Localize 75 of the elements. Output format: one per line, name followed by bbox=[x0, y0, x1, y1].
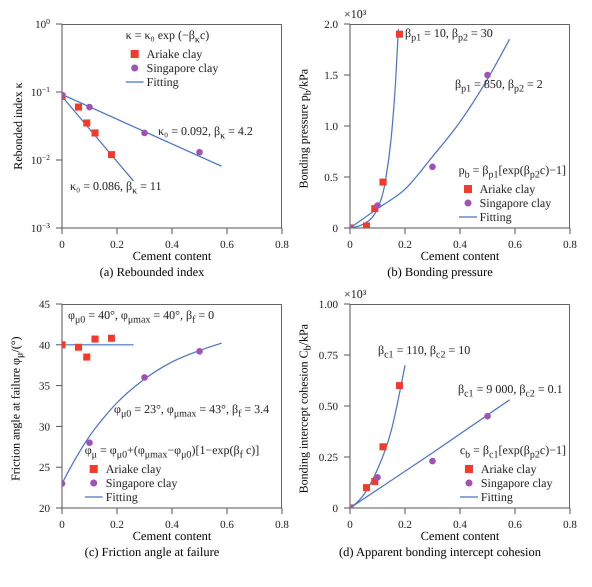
x-tick-label: 0.8 bbox=[563, 239, 578, 251]
y-tick-label: 10$^{−2}$ bbox=[30, 152, 50, 167]
y-tick-label: 10$^{0}$ bbox=[35, 16, 50, 31]
text: (a) Rebounded index bbox=[98, 265, 206, 280]
y-tick-label: 25 bbox=[39, 462, 50, 474]
x-tick-label: 0.6 bbox=[508, 519, 522, 531]
y-tick-label: 10$^{−1}$ bbox=[30, 84, 50, 99]
legend-label: Singapore clay bbox=[480, 196, 552, 210]
legend-label: Ariake clay bbox=[106, 462, 162, 476]
y-tick-label: 35 bbox=[39, 380, 50, 393]
annotation: β$_{p1}$ = 10, β$_{p2}$ = 30 bbox=[405, 26, 493, 44]
x-tick-label: 0.6 bbox=[220, 519, 234, 531]
x-tick-label: 0 bbox=[347, 239, 354, 251]
x-axis-title: Cement content bbox=[420, 529, 500, 543]
x-tick-label: 0 bbox=[59, 239, 66, 251]
x-tick-label: 0.8 bbox=[275, 239, 290, 251]
text: (b) Bonding pressure bbox=[386, 265, 494, 280]
x-tick-label: 0.4 bbox=[165, 519, 180, 531]
legend-label: Ariake clay bbox=[480, 462, 536, 476]
legend-label: Fitting bbox=[480, 490, 513, 504]
text: (d) Apparent bonding intercept cohesion bbox=[338, 545, 542, 560]
y-tick-label: 0.75 bbox=[318, 350, 338, 362]
legend-label: Ariake clay bbox=[480, 182, 536, 196]
legend-label: Singapore clay bbox=[146, 61, 218, 76]
text: ×10³ bbox=[344, 7, 366, 22]
y-tick-label: 2.0 bbox=[324, 19, 338, 31]
legend-label: Singapore clay bbox=[106, 476, 178, 490]
annotation: φ$_{μ0}$ = 23°, φ$_{μmax}$ = 43°, β$_{f}$ = 3.4 bbox=[114, 402, 270, 420]
x-tick-label: 0.4 bbox=[453, 519, 468, 531]
x-tick-label: 0.6 bbox=[508, 239, 522, 251]
y-tick-label: 0 bbox=[332, 223, 338, 235]
annotation: c$_{b}$ = β$_{c1}$[exp(β$_{p2}$c)−1] bbox=[460, 442, 566, 462]
annotation: β$_{c1}$ = 9 000, β$_{c2}$ = 0.1 bbox=[458, 382, 563, 400]
y-axis-title: Rebonded index κ bbox=[10, 81, 26, 172]
y-tick-label: 40 bbox=[39, 340, 50, 352]
x-axis-title: Cement content bbox=[132, 529, 212, 543]
x-axis-title: Cement content bbox=[420, 249, 500, 263]
y-tick-label: 0.5 bbox=[324, 172, 338, 184]
y-tick-label: 0 bbox=[332, 503, 338, 515]
legend-label: Fitting bbox=[480, 210, 512, 224]
y-tick-label: 0.50 bbox=[318, 401, 338, 413]
legend-label: Ariake clay bbox=[146, 47, 202, 62]
y-tick-label: 10$^{−3}$ bbox=[30, 220, 50, 235]
text: (c) Friction angle at failure bbox=[84, 545, 220, 560]
y-tick-label: 1.00 bbox=[318, 299, 338, 311]
text: ×10³ bbox=[344, 287, 366, 302]
y-tick-label: 1.0 bbox=[324, 121, 338, 133]
x-tick-label: 0.2 bbox=[110, 239, 124, 251]
x-axis-title: Cement content bbox=[132, 249, 212, 263]
x-tick-label: 0.6 bbox=[220, 239, 234, 251]
annotation: κ = κ₀ exp (−β$_{κ}$c) bbox=[126, 28, 210, 48]
annotation: κ₀ = 0.092, β$_{κ}$ = 4.2 bbox=[158, 124, 253, 142]
y-tick-label: 45 bbox=[39, 299, 50, 311]
annotation: β$_{p1}$ = 850, β$_{p2}$ = 2 bbox=[455, 77, 543, 94]
annotation: φ$_{μ0}$ = 40°, φ$_{μmax}$ = 40°, β$_{f}$ = 0 bbox=[68, 308, 214, 326]
legend-label: Singapore clay bbox=[480, 476, 552, 490]
y-tick-label: 20 bbox=[39, 503, 50, 515]
annotation: κ₀ = 0.086, β$_{κ}$ = 11 bbox=[70, 179, 162, 196]
x-tick-label: 0.4 bbox=[165, 239, 180, 251]
x-tick-label: 0 bbox=[59, 519, 66, 531]
legend-label: Fitting bbox=[146, 75, 179, 90]
x-tick-label: 0.2 bbox=[110, 519, 124, 531]
x-tick-label: 0.2 bbox=[398, 519, 412, 531]
x-tick-label: 0.2 bbox=[398, 239, 412, 251]
x-tick-label: 0.8 bbox=[563, 519, 578, 531]
y-tick-label: 30 bbox=[39, 421, 50, 434]
legend-label: Fitting bbox=[106, 490, 138, 504]
y-tick-label: 0.25 bbox=[318, 452, 338, 464]
annotation: β$_{c1}$ = 110, β$_{c2}$ = 10 bbox=[378, 343, 470, 360]
x-tick-label: 0 bbox=[347, 519, 354, 531]
annotation: p$_{b}$ = β$_{p1}$[exp(β$_{p2}$c)−1] bbox=[458, 162, 566, 182]
text: φ$_{μ}$ = φ$_{μ0}$+(φ$_{μmax}$−φ$_{μ0}$)[1−exp(β$_{f}$ c)] bbox=[84, 442, 260, 460]
x-tick-label: 0.8 bbox=[275, 519, 290, 531]
y-tick-label: 1.5 bbox=[324, 70, 338, 82]
x-tick-label: 0.4 bbox=[453, 239, 468, 251]
